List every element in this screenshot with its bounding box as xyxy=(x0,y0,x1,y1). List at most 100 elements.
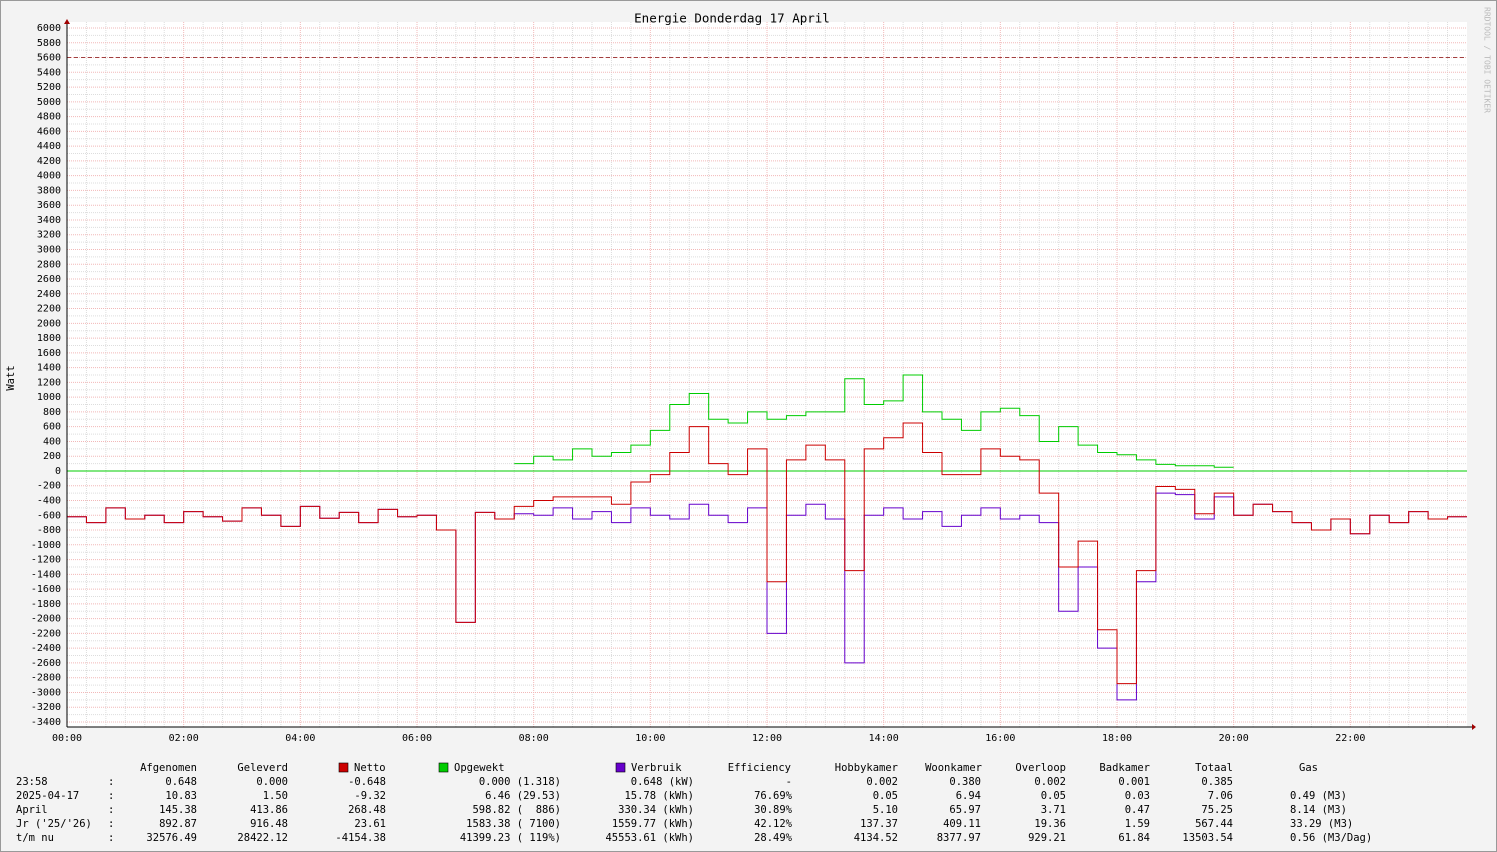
y-tick-label: 2200 xyxy=(37,304,61,315)
y-tick-label: -2800 xyxy=(31,673,61,684)
x-tick-label: 20:00 xyxy=(1219,733,1249,744)
table-cell: 0.002 xyxy=(1034,776,1066,788)
table-cell: 1.50 xyxy=(263,790,288,802)
grid xyxy=(66,22,1467,727)
table-cell: 6.46 (29.53) xyxy=(485,790,561,802)
table-cell: 42.12% xyxy=(754,818,793,830)
y-tick-label: -200 xyxy=(37,481,61,492)
y-tick-label: 2000 xyxy=(37,318,61,329)
y-tick-label: -2200 xyxy=(31,628,61,639)
table-cell: 2025-04-17 xyxy=(16,790,79,802)
table-cell: : xyxy=(108,790,114,802)
legend-swatch xyxy=(338,762,349,773)
watermark: RRDTOOL / TOBI OETIKER xyxy=(1483,7,1492,113)
y-tick-label: 4600 xyxy=(37,126,61,137)
y-tick-label: 3600 xyxy=(37,200,61,211)
table-cell: 4134.52 xyxy=(854,832,898,844)
y-tick-label: -1800 xyxy=(31,599,61,610)
table-cell: 916.48 xyxy=(250,818,288,830)
table-cell: 268.48 xyxy=(348,804,386,816)
table-cell: 32576.49 xyxy=(146,832,197,844)
table-cell: 1559.77 (kWh) xyxy=(612,818,694,830)
table-cell: : xyxy=(108,804,114,816)
table-cell: 3.71 xyxy=(1041,804,1066,816)
x-tick-label: 18:00 xyxy=(1102,733,1132,744)
y-tick-label: 1000 xyxy=(37,392,61,403)
y-tick-label: -1000 xyxy=(31,540,61,551)
table-cell: 598.82 ( 886) xyxy=(472,804,561,816)
y-tick-label: 4400 xyxy=(37,141,61,152)
y-tick-label: 0 xyxy=(55,466,61,477)
table-cell: 137.37 xyxy=(860,818,898,830)
table-cell: Jr ('25/'26) xyxy=(16,818,92,830)
legend-label: Netto xyxy=(354,762,386,774)
y-tick-label: -600 xyxy=(37,510,61,521)
table-cell: April xyxy=(16,804,48,816)
table-cell: 0.380 xyxy=(949,776,981,788)
table-cell: 0.05 xyxy=(873,790,898,802)
axis-arrow xyxy=(64,19,70,24)
y-axis-label: Watt xyxy=(5,365,17,390)
legend-swatch xyxy=(438,762,449,773)
legend-swatch xyxy=(615,762,626,773)
table-cell: 409.11 xyxy=(943,818,981,830)
x-tick-label: 10:00 xyxy=(635,733,665,744)
y-tick-label: 5200 xyxy=(37,82,61,93)
y-tick-label: 5000 xyxy=(37,97,61,108)
table-cell: 76.69% xyxy=(754,790,793,802)
y-tick-label: 5400 xyxy=(37,67,61,78)
table-cell: 145.38 xyxy=(159,804,197,816)
table-cell: 0.648 (kW) xyxy=(631,776,694,788)
table-cell: 8.14 (M3) xyxy=(1290,804,1347,816)
table-cell: 567.44 xyxy=(1195,818,1233,830)
y-tick-label: 2800 xyxy=(37,259,61,270)
y-tick-label: 4000 xyxy=(37,171,61,182)
table-cell: 33.29 (M3) xyxy=(1290,818,1353,830)
y-tick-label: -2600 xyxy=(31,658,61,669)
legend-label: Opgewekt xyxy=(454,762,505,774)
table-cell: 15.78 (kWh) xyxy=(624,790,694,802)
table-cell: 1.59 xyxy=(1125,818,1150,830)
table-cell: 1583.38 ( 7100) xyxy=(466,818,561,830)
table-cell: 413.86 xyxy=(250,804,288,816)
y-tick-label: 1600 xyxy=(37,348,61,359)
y-tick-label: -2000 xyxy=(31,614,61,625)
table-cell: 0.002 xyxy=(866,776,898,788)
table-header: Overloop xyxy=(1015,762,1066,774)
table-cell: 0.03 xyxy=(1125,790,1150,802)
table-cell: 330.34 (kWh) xyxy=(618,804,694,816)
table-cell: 5.10 xyxy=(873,804,898,816)
table-cell: 0.56 (M3/Dag) xyxy=(1290,832,1372,844)
table-cell: 0.385 xyxy=(1201,776,1233,788)
x-tick-label: 16:00 xyxy=(985,733,1015,744)
y-tick-label: -2400 xyxy=(31,643,61,654)
legend-label: Verbruik xyxy=(631,762,682,774)
y-tick-label: 6000 xyxy=(37,23,61,34)
table-cell: 0.648 xyxy=(165,776,197,788)
y-tick-label: -3200 xyxy=(31,702,61,713)
x-tick-label: 22:00 xyxy=(1335,733,1365,744)
table-cell: 0.000 (1.318) xyxy=(479,776,561,788)
table-header: Efficiency xyxy=(728,762,791,774)
y-tick-label: 1800 xyxy=(37,333,61,344)
table-cell: - xyxy=(786,776,792,788)
y-tick-label: 600 xyxy=(43,422,61,433)
chart-title: Energie Donderdag 17 April xyxy=(634,11,830,26)
table-cell: 19.36 xyxy=(1034,818,1066,830)
table-header: Totaal xyxy=(1195,762,1233,774)
table-cell: 45553.61 (kWh) xyxy=(605,832,694,844)
table-cell: 0.001 xyxy=(1118,776,1150,788)
y-tick-label: 2600 xyxy=(37,274,61,285)
table-cell: 28422.12 xyxy=(237,832,288,844)
y-tick-label: -1600 xyxy=(31,584,61,595)
y-tick-label: -3000 xyxy=(31,687,61,698)
marks xyxy=(67,374,1467,701)
y-tick-label: -3400 xyxy=(31,717,61,728)
table-cell: 0.05 xyxy=(1041,790,1066,802)
table-cell: 23.61 xyxy=(354,818,386,830)
x-tick-label: 04:00 xyxy=(285,733,315,744)
x-tick-label: 14:00 xyxy=(869,733,899,744)
table-cell: 28.49% xyxy=(754,832,793,844)
table-cell: 30.89% xyxy=(754,804,793,816)
